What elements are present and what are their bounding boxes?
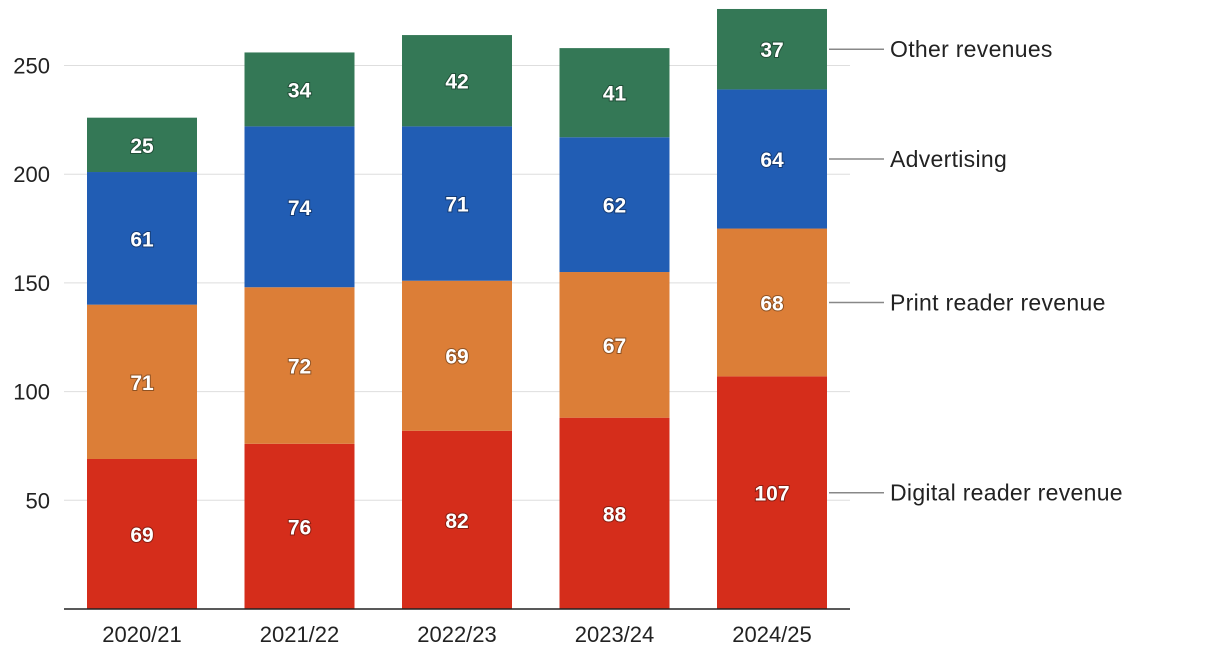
bar-segment (717, 8, 827, 90)
data-label: 41 (603, 83, 627, 106)
x-axis-tick-labels: 2020/21 2021/22 2022/23 2023/24 2024/25 (102, 622, 812, 647)
data-label: 82 (445, 510, 468, 533)
legend-label: Print reader revenue (890, 289, 1106, 315)
data-label: 71 (445, 194, 469, 217)
data-label: 69 (130, 524, 153, 547)
legend: Digital reader revenue Print reader reven… (829, 36, 1123, 506)
bars (87, 8, 827, 609)
data-label: 34 (288, 79, 312, 102)
x-tick-label: 2023/24 (575, 622, 655, 647)
bar-segment (244, 52, 355, 127)
bar-segment (244, 287, 355, 444)
data-label: 107 (754, 483, 789, 506)
data-label: 74 (288, 197, 312, 220)
data-label: 37 (760, 39, 783, 62)
data-label: 61 (130, 228, 154, 251)
x-tick-label: 2024/25 (732, 622, 812, 647)
bar-segment (87, 304, 197, 459)
data-label: 62 (603, 195, 626, 218)
x-tick-label: 2021/22 (260, 622, 340, 647)
data-labels: 69 71 61 25 76 72 74 34 82 69 71 42 88 67 62 41 107 68 64 3… (129, 38, 790, 548)
data-label: 64 (760, 149, 784, 172)
legend-label: Digital reader revenue (890, 480, 1123, 506)
y-tick-label: 50 (26, 488, 50, 513)
y-tick-label: 200 (13, 162, 50, 187)
x-tick-label: 2022/23 (417, 622, 497, 647)
bar-segment (402, 126, 512, 281)
y-axis-tick-labels: 50 100 150 200 250 (13, 54, 50, 514)
data-label: 69 (445, 346, 468, 369)
bar-segment (559, 417, 670, 609)
bar-segment (87, 458, 197, 609)
data-label: 72 (288, 356, 311, 379)
data-label: 68 (760, 292, 784, 315)
data-label: 76 (288, 516, 311, 539)
bar-segment (717, 89, 827, 229)
y-tick-label: 250 (13, 54, 50, 79)
bar-segment (244, 443, 355, 609)
bar-segment (87, 172, 197, 305)
y-tick-label: 100 (13, 380, 50, 405)
bar-segment (244, 126, 355, 288)
data-label: 71 (130, 372, 154, 395)
bar-segment (87, 117, 197, 173)
bar-segment (402, 280, 512, 431)
bar-segment (717, 376, 827, 609)
bar-segment (717, 228, 827, 377)
bar-segment (559, 137, 670, 273)
bar-segment (402, 35, 512, 127)
data-label: 42 (445, 71, 468, 94)
x-tick-label: 2020/21 (102, 622, 182, 647)
bar-segment (402, 430, 512, 609)
y-tick-label: 150 (13, 271, 50, 296)
data-label: 25 (130, 135, 154, 158)
legend-label: Other revenues (890, 36, 1053, 62)
data-label: 88 (603, 503, 627, 526)
bar-segment (559, 48, 670, 138)
bar-segment (559, 272, 670, 418)
data-label: 67 (603, 335, 626, 358)
legend-label: Advertising (890, 146, 1007, 172)
